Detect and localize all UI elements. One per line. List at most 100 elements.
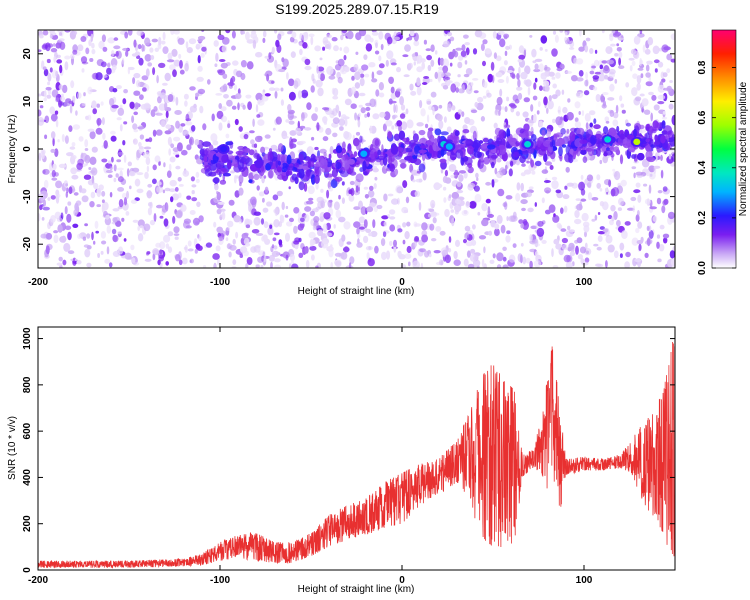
spectrogram-cell: [392, 115, 396, 120]
spectrogram-cell: [446, 80, 453, 84]
spectrogram-cell: [662, 233, 670, 239]
spectrogram-cell: [255, 233, 264, 236]
spectrogram-cell: [156, 181, 162, 186]
spectrogram-cell: [242, 104, 246, 110]
spectrogram-cell: [146, 165, 150, 172]
spectrogram-cell: [72, 49, 78, 55]
spectrogram-cell: [198, 235, 202, 242]
spectrogram-cell: [55, 193, 61, 198]
spectrogram-band-cell: [439, 158, 447, 163]
spectrogram-cell: [264, 93, 271, 97]
spectrogram-cell: [58, 38, 65, 42]
spectrogram-cell: [523, 169, 532, 175]
spectrogram-cell: [350, 86, 356, 95]
spectrogram-cell: [304, 65, 312, 71]
spectrogram-cell: [335, 261, 342, 268]
spectrogram-cell: [608, 179, 612, 187]
spectrogram-cell: [129, 101, 135, 110]
spectrogram-cell: [98, 40, 105, 50]
spectrogram-cell: [619, 253, 623, 258]
spectrogram-cell: [399, 96, 404, 106]
spectrogram-cell: [156, 186, 164, 194]
spectrogram-cell: [159, 92, 166, 99]
spectrogram-cell: [534, 202, 537, 207]
spectrogram-cell: [102, 132, 106, 140]
spectrogram-cell: [529, 234, 533, 242]
spectrogram-cell: [343, 131, 350, 139]
spectrogram-cell: [551, 180, 559, 190]
spectrogram-cell: [288, 263, 292, 268]
spectrogram-cell: [568, 242, 575, 250]
spectrogram-band-cell: [652, 120, 659, 129]
spectrogram-cell: [496, 96, 503, 106]
spectrogram-band-cell: [244, 147, 251, 153]
spectrogram-cell: [271, 244, 275, 249]
spectrogram-band-cell: [525, 129, 529, 138]
spectrogram-cell: [45, 245, 50, 255]
spectrogram-band-cell: [298, 154, 304, 163]
spectrogram-cell: [310, 85, 315, 93]
spectrogram-cell: [508, 168, 513, 177]
spectrogram-cell: [168, 188, 176, 193]
spectrogram-cell: [613, 112, 619, 119]
spectrogram-cell: [579, 30, 582, 37]
spectrogram-cell: [463, 210, 468, 215]
spectrogram-cell: [291, 31, 297, 39]
spectrogram-cell: [76, 259, 82, 265]
spectrogram-cell: [439, 230, 446, 236]
spectrogram-band-cell: [419, 137, 428, 145]
spectrogram-cell: [518, 66, 521, 75]
spectrogram-band-cell: [260, 165, 265, 172]
spectrogram-cell: [190, 176, 195, 182]
spectrogram-cell: [57, 30, 63, 33]
spectrogram-cell: [152, 67, 156, 76]
spectrogram-band-cell: [347, 158, 355, 165]
x-tick-label: -200: [28, 277, 48, 288]
spectrogram-cell: [289, 253, 295, 262]
spectrogram-cell: [569, 40, 575, 48]
spectrogram-cell: [589, 70, 595, 75]
spectrogram-cell: [368, 190, 375, 198]
spectrogram-cell: [273, 219, 280, 228]
spectrogram-cell: [57, 139, 60, 143]
spectrogram-cell: [169, 64, 176, 71]
spectrogram-cell: [356, 227, 360, 235]
spectrogram-cell: [607, 244, 615, 253]
spectrogram-cell: [68, 100, 74, 104]
spectrogram-cell: [293, 207, 300, 214]
spectrogram-cell: [182, 170, 190, 177]
spectrogram-cell: [456, 189, 464, 194]
colorbar-label: Normalized spectral amplitude: [738, 81, 749, 216]
spectrogram-band-cell: [619, 154, 624, 165]
spectrogram-cell: [65, 191, 69, 198]
spectrogram-cell: [490, 61, 495, 71]
spectrogram-cell: [88, 39, 92, 47]
spectrogram-cell: [84, 148, 89, 151]
spectrogram-cell: [109, 166, 113, 171]
spectrogram-cell: [245, 224, 251, 229]
spectrogram-cell: [295, 127, 301, 135]
spectrogram-cell: [263, 221, 269, 229]
spectrogram-cell: [449, 36, 455, 42]
spectrogram-cell: [581, 261, 589, 266]
spectrogram-band-cell: [504, 124, 511, 129]
spectrogram-band-cell: [530, 159, 535, 168]
spectrogram-cell: [344, 98, 352, 106]
spectrogram-band-cell: [419, 145, 428, 149]
spectrogram-cell: [130, 199, 138, 204]
spectrogram-cell: [477, 211, 481, 216]
spectrogram-cell: [180, 123, 186, 127]
hot-spot: [360, 150, 368, 157]
spectrogram-cell: [332, 108, 338, 117]
spectrogram-band-cell: [490, 161, 495, 169]
spectrogram-cell: [467, 84, 471, 90]
spectrogram-cell: [316, 65, 319, 74]
spectrogram-cell: [147, 207, 152, 216]
spectrogram-cell: [648, 91, 654, 96]
spectrogram-band-cell: [330, 178, 338, 189]
spectrogram-cell: [376, 70, 383, 76]
spectrogram-cell: [448, 51, 455, 60]
spectrogram-cell: [359, 77, 365, 87]
spectrogram-band-cell: [321, 164, 329, 173]
